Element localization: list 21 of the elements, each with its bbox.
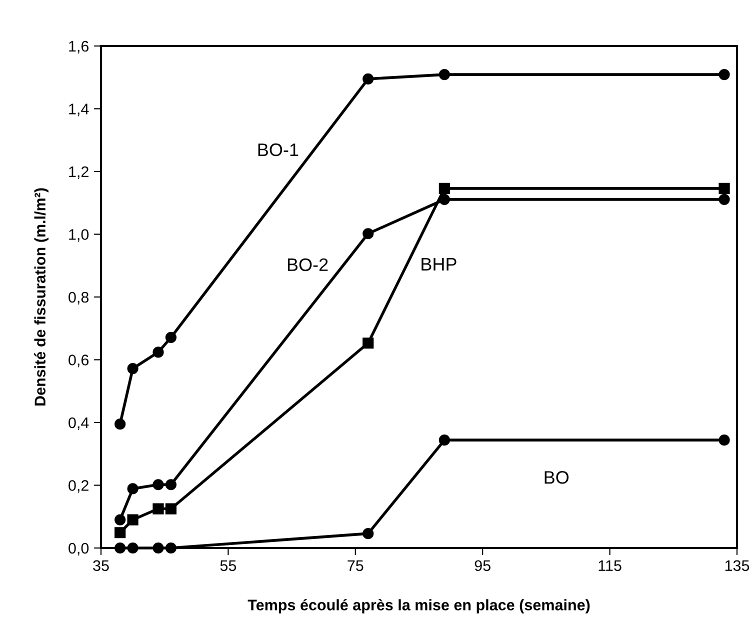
y-tick-label: 0,0 [68, 542, 89, 556]
y-tick-label: 0,6 [68, 354, 89, 368]
series-label: BHP [422, 258, 456, 270]
x-tick-label: 55 [220, 560, 236, 572]
y-tick-label: 1,2 [69, 166, 88, 179]
x-tick-label: 135 [725, 560, 750, 572]
series-label: BO-2 [288, 258, 328, 272]
x-tick-label: 75 [348, 560, 364, 572]
x-tick-label: 95 [474, 560, 490, 572]
x-tick-label: 115 [598, 560, 622, 572]
series-label: BO [544, 471, 569, 484]
y-tick-label: 0,2 [68, 480, 88, 493]
series-label: BO-1 [258, 143, 298, 156]
x-axis-title: Temps écoulé après la mise en place (semaine) [248, 599, 590, 614]
y-tick-label: 1,0 [69, 229, 89, 242]
y-tick-label: 1,6 [69, 40, 89, 54]
y-tick-label: 0,4 [68, 417, 89, 430]
y-tick-label: 1,4 [69, 104, 89, 116]
y-axis-title: Densité de fissuration (m.l/m²) [34, 188, 49, 406]
x-tick-label: 35 [93, 560, 109, 572]
y-tick-label: 0,8 [68, 292, 89, 304]
